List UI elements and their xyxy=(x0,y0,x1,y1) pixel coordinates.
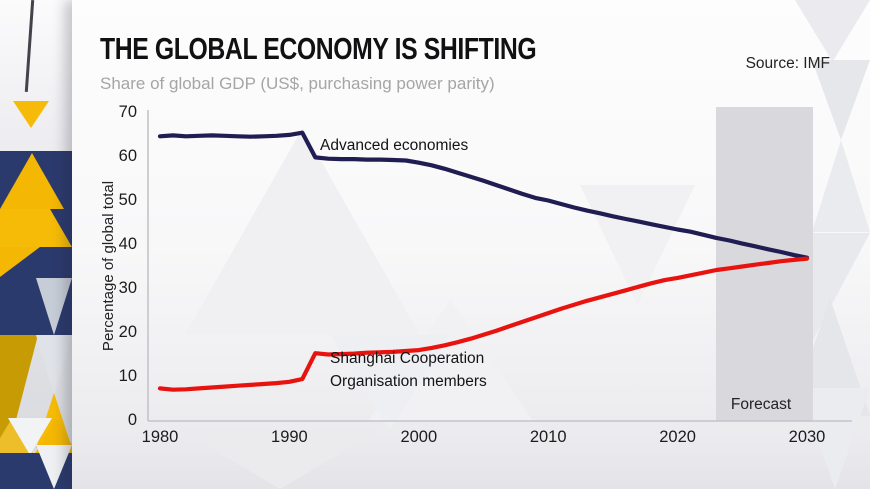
x-tick-1990: 1990 xyxy=(271,428,308,446)
x-tick-2010: 2010 xyxy=(529,428,567,446)
watermark-triangle xyxy=(795,0,870,62)
left-brand-sidebar xyxy=(0,0,78,489)
sidebar-triangle xyxy=(36,335,72,395)
source-attribution: Source: IMF xyxy=(745,55,830,72)
sidebar-triangle xyxy=(13,101,49,128)
y-tick-70: 70 xyxy=(118,102,137,121)
watermark-triangle xyxy=(580,185,695,305)
sco-label-line2: Organisation members xyxy=(330,373,487,390)
advanced-economies-label: Advanced economies xyxy=(320,137,469,154)
x-tick-1980: 1980 xyxy=(141,428,179,446)
y-tick-20: 20 xyxy=(118,322,137,341)
x-tick-2030: 2030 xyxy=(788,428,826,446)
chart-subtitle: Share of global GDP (US$, purchasing pow… xyxy=(100,74,495,93)
page-title: THE GLOBAL ECONOMY IS SHIFTING xyxy=(100,31,537,66)
y-tick-60: 60 xyxy=(118,146,137,165)
sco-label-line1: Shanghai Cooperation xyxy=(330,350,485,367)
y-tick-0: 0 xyxy=(127,410,137,429)
sco-members-label: Shanghai Cooperation Organisation member… xyxy=(330,347,487,393)
forecast-label: Forecast xyxy=(730,396,792,413)
y-tick-30: 30 xyxy=(118,278,137,297)
watermark-triangle xyxy=(185,128,420,335)
x-tick-2000: 2000 xyxy=(400,428,438,446)
y-tick-50: 50 xyxy=(118,190,137,209)
y-tick-10: 10 xyxy=(118,366,137,385)
sidebar-deco-line xyxy=(24,0,35,92)
x-tick-2020: 2020 xyxy=(659,428,696,446)
forecast-band: Forecast xyxy=(716,107,814,421)
y-tick-40: 40 xyxy=(118,234,137,253)
watermark-triangle xyxy=(812,140,870,232)
